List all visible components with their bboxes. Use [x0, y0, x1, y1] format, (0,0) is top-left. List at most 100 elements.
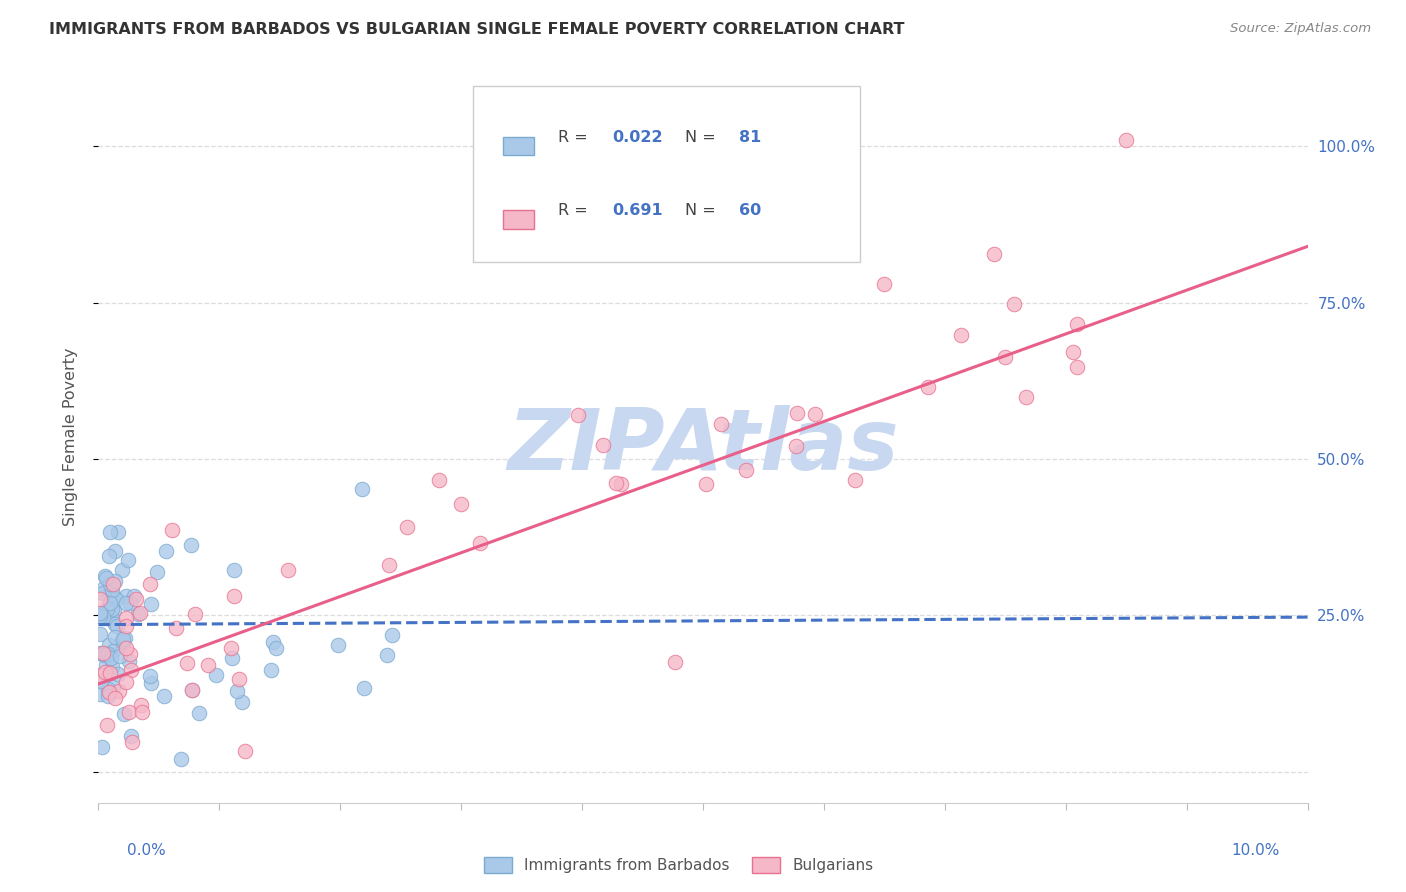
Point: [1014, 390, 1036, 404]
Point: [117, 654, 139, 668]
Point: [180, 538, 202, 552]
Y-axis label: Single Female Poverty: Single Female Poverty: [63, 348, 77, 526]
Text: Source: ZipAtlas.com: Source: ZipAtlas.com: [1230, 22, 1371, 36]
Point: [160, 523, 183, 537]
FancyBboxPatch shape: [503, 211, 534, 228]
Point: [97, 638, 120, 652]
Point: [221, 641, 243, 656]
Text: R =: R =: [558, 202, 593, 218]
FancyBboxPatch shape: [474, 86, 860, 261]
Point: [204, 667, 226, 681]
Text: IMMIGRANTS FROM BARBADOS VS BULGARIAN SINGLE FEMALE POVERTY CORRELATION CHART: IMMIGRANTS FROM BARBADOS VS BULGARIAN SI…: [49, 22, 904, 37]
Point: [112, 706, 135, 721]
Point: [112, 639, 135, 653]
Point: [97, 681, 120, 696]
Point: [983, 246, 1005, 260]
Point: [89, 673, 111, 688]
Point: [176, 656, 198, 670]
Point: [91, 609, 114, 624]
Point: [89, 606, 111, 620]
Point: [96, 718, 118, 732]
Point: [187, 706, 209, 720]
Point: [94, 657, 117, 672]
Point: [139, 675, 162, 690]
Point: [222, 563, 245, 577]
Point: [101, 644, 124, 658]
Point: [128, 606, 150, 620]
Point: [104, 690, 127, 705]
Point: [129, 698, 152, 713]
Point: [96, 601, 118, 615]
Point: [107, 524, 129, 539]
Point: [803, 408, 825, 422]
Point: [118, 706, 141, 720]
Point: [1066, 318, 1088, 332]
Point: [115, 589, 138, 603]
Point: [1115, 133, 1137, 147]
Point: [381, 628, 404, 642]
Point: [89, 608, 111, 623]
Point: [115, 619, 138, 633]
Point: [121, 735, 143, 749]
Point: [94, 568, 117, 582]
Text: N =: N =: [685, 202, 721, 218]
Point: [103, 603, 125, 617]
Point: [377, 648, 399, 663]
Point: [101, 582, 124, 597]
Point: [94, 647, 117, 661]
Point: [181, 682, 204, 697]
Point: [103, 630, 125, 644]
Text: 0.691: 0.691: [613, 202, 664, 218]
Point: [184, 607, 207, 622]
Point: [226, 684, 249, 698]
Point: [103, 617, 125, 632]
Point: [98, 665, 121, 680]
Point: [139, 576, 162, 591]
Point: [352, 483, 374, 497]
Point: [101, 680, 124, 694]
Point: [93, 581, 115, 595]
Point: [197, 657, 219, 672]
Point: [468, 536, 491, 550]
Point: [139, 669, 162, 683]
Point: [103, 591, 125, 605]
Point: [115, 597, 138, 611]
Point: [395, 520, 418, 534]
Point: [450, 497, 472, 511]
Text: 0.0%: 0.0%: [127, 843, 166, 858]
Point: [97, 685, 120, 699]
Point: [89, 687, 111, 701]
Point: [89, 646, 111, 660]
Point: [117, 552, 139, 566]
Point: [695, 476, 717, 491]
Point: [786, 406, 808, 420]
Point: [110, 648, 132, 663]
Point: [122, 589, 145, 603]
Point: [262, 635, 284, 649]
Point: [98, 596, 121, 610]
Point: [100, 610, 122, 624]
Point: [125, 591, 148, 606]
Point: [1062, 344, 1084, 359]
Text: 60: 60: [740, 202, 762, 218]
Point: [873, 277, 896, 291]
Point: [89, 608, 111, 623]
FancyBboxPatch shape: [503, 137, 534, 155]
Text: 10.0%: 10.0%: [1232, 843, 1279, 858]
Point: [734, 462, 756, 476]
Point: [100, 651, 122, 665]
Point: [97, 647, 120, 661]
Point: [181, 682, 204, 697]
Point: [93, 586, 115, 600]
Point: [114, 631, 136, 645]
Point: [100, 587, 122, 601]
Point: [222, 589, 245, 603]
Point: [101, 601, 124, 615]
Point: [266, 640, 288, 655]
Point: [120, 664, 142, 678]
Point: [1002, 296, 1025, 310]
Legend: Immigrants from Barbados, Bulgarians: Immigrants from Barbados, Bulgarians: [478, 851, 879, 880]
Point: [427, 473, 450, 487]
Point: [98, 577, 121, 591]
Point: [114, 675, 136, 690]
